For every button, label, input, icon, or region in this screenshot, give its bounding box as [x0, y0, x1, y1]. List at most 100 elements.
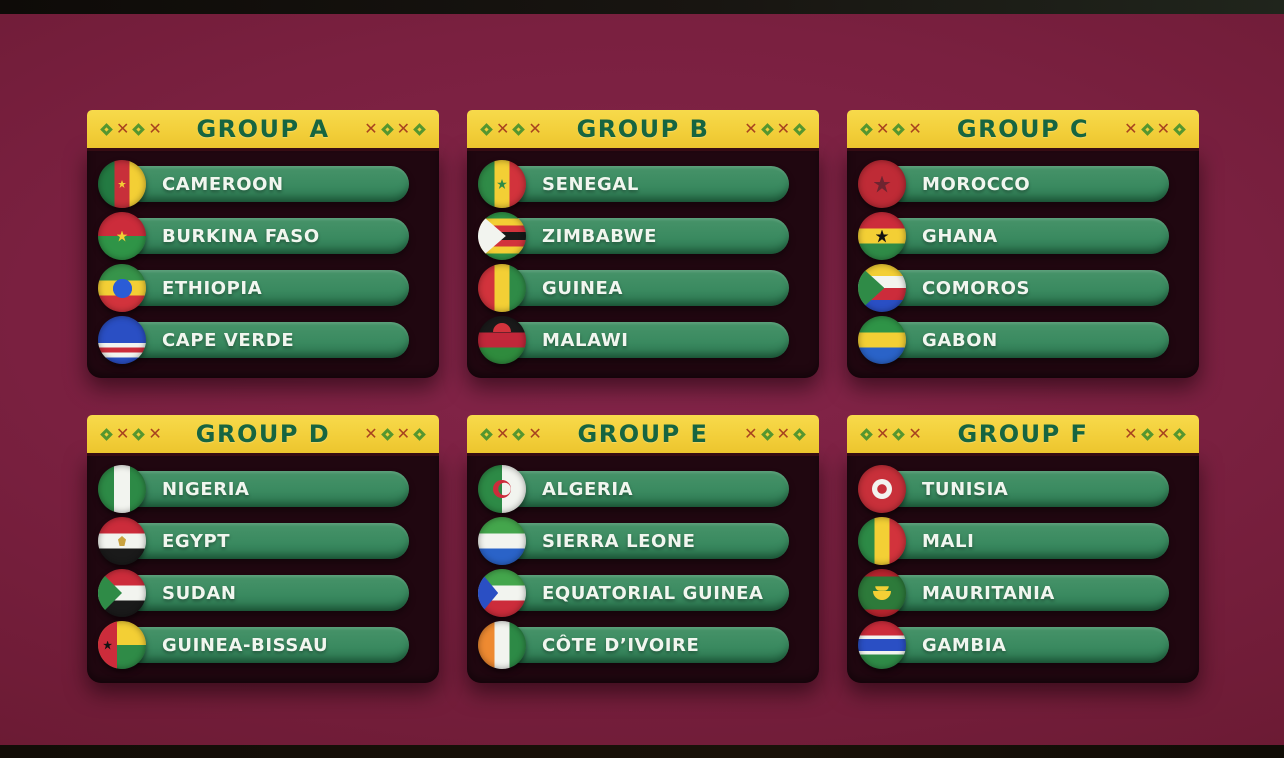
team-row: GAMBIA — [847, 621, 1199, 669]
team-flag-icon — [478, 160, 526, 208]
team-pill: ALGERIA — [489, 471, 789, 507]
team-flag-icon — [478, 517, 526, 565]
group-title: GROUP B — [576, 115, 710, 143]
team-row: ETHIOPIA — [87, 264, 439, 312]
team-pill: BURKINA FASO — [109, 218, 409, 254]
group-title: GROUP F — [957, 420, 1089, 448]
team-pill: GAMBIA — [869, 627, 1169, 663]
team-pill: ZIMBABWE — [489, 218, 789, 254]
team-pill: MOROCCO — [869, 166, 1169, 202]
team-row: GUINEA-BISSAU — [87, 621, 439, 669]
team-pill: GABON — [869, 322, 1169, 358]
top-letterbox-bar — [0, 0, 1284, 14]
team-flag-icon — [478, 465, 526, 513]
group-f-body: TUNISIA MALI MAURITANIA — [847, 453, 1199, 683]
team-flag-icon — [98, 212, 146, 260]
team-pill: MAURITANIA — [869, 575, 1169, 611]
team-flag-icon — [478, 569, 526, 617]
group-e-body: ALGERIA SIERRA LEONE EQUATORIAL GUINEA — [467, 453, 819, 683]
team-row: MALI — [847, 517, 1199, 565]
group-title: GROUP D — [195, 420, 331, 448]
team-row: CÔTE D’IVOIRE — [467, 621, 819, 669]
team-name: COMOROS — [922, 277, 1031, 299]
header-decor-left-icon: ◆✕◆✕ — [479, 121, 544, 137]
team-flag-icon — [858, 264, 906, 312]
team-row: MALAWI — [467, 316, 819, 364]
team-pill: COMOROS — [869, 270, 1169, 306]
team-row: CAMEROON — [87, 160, 439, 208]
team-row: MAURITANIA — [847, 569, 1199, 617]
team-name: EQUATORIAL GUINEA — [542, 582, 764, 604]
group-d-header: ◆✕◆✕ GROUP D ✕◆✕◆ — [87, 415, 439, 453]
team-name: ZIMBABWE — [542, 225, 657, 247]
team-name: CAPE VERDE — [162, 329, 295, 351]
team-row: SIERRA LEONE — [467, 517, 819, 565]
group-card-f: ◆✕◆✕ GROUP F ✕◆✕◆ TUNISIA MALI — [847, 415, 1199, 683]
group-c-header: ◆✕◆✕ GROUP C ✕◆✕◆ — [847, 110, 1199, 148]
team-flag-icon — [858, 316, 906, 364]
group-d-body: NIGERIA EGYPT SUDAN — [87, 453, 439, 683]
team-row: BURKINA FASO — [87, 212, 439, 260]
team-name: MALAWI — [542, 329, 629, 351]
team-pill: MALI — [869, 523, 1169, 559]
group-b-body: SENEGAL ZIMBABWE GUINEA — [467, 148, 819, 378]
team-name: TUNISIA — [922, 478, 1009, 500]
team-flag-icon — [858, 569, 906, 617]
header-decor-right-icon: ✕◆✕◆ — [742, 426, 807, 442]
team-name: MAURITANIA — [922, 582, 1055, 604]
team-name: GUINEA-BISSAU — [162, 634, 329, 656]
team-pill: CÔTE D’IVOIRE — [489, 627, 789, 663]
group-title: GROUP C — [956, 115, 1090, 143]
team-flag-icon — [858, 160, 906, 208]
team-flag-icon — [98, 465, 146, 513]
team-name: CÔTE D’IVOIRE — [542, 634, 700, 656]
group-card-d: ◆✕◆✕ GROUP D ✕◆✕◆ NIGERIA EGYPT — [87, 415, 439, 683]
team-row: CAPE VERDE — [87, 316, 439, 364]
team-flag-icon — [478, 212, 526, 260]
groups-grid: ◆✕◆✕ GROUP A ✕◆✕◆ CAMEROON BURKINA FASO — [87, 110, 1199, 683]
team-pill: SIERRA LEONE — [489, 523, 789, 559]
team-name: SENEGAL — [542, 173, 639, 195]
team-name: GABON — [922, 329, 998, 351]
header-decor-left-icon: ◆✕◆✕ — [859, 121, 924, 137]
group-title: GROUP A — [196, 115, 330, 143]
team-name: MOROCCO — [922, 173, 1031, 195]
header-decor-left-icon: ◆✕◆✕ — [479, 426, 544, 442]
team-row: GHANA — [847, 212, 1199, 260]
team-pill: SUDAN — [109, 575, 409, 611]
team-row: COMOROS — [847, 264, 1199, 312]
team-pill: GUINEA — [489, 270, 789, 306]
team-flag-icon — [858, 212, 906, 260]
team-pill: CAMEROON — [109, 166, 409, 202]
group-card-e: ◆✕◆✕ GROUP E ✕◆✕◆ ALGERIA SIERRA LEONE — [467, 415, 819, 683]
header-decor-right-icon: ✕◆✕◆ — [1122, 121, 1187, 137]
team-flag-icon — [98, 517, 146, 565]
team-flag-icon — [98, 264, 146, 312]
team-name: CAMEROON — [162, 173, 284, 195]
group-card-b: ◆✕◆✕ GROUP B ✕◆✕◆ SENEGAL ZIMBABWE — [467, 110, 819, 378]
team-row: TUNISIA — [847, 465, 1199, 513]
team-pill: ETHIOPIA — [109, 270, 409, 306]
team-pill: SENEGAL — [489, 166, 789, 202]
team-name: SUDAN — [162, 582, 237, 604]
team-name: BURKINA FASO — [162, 225, 320, 247]
header-decor-right-icon: ✕◆✕◆ — [362, 426, 427, 442]
team-name: EGYPT — [162, 530, 231, 552]
group-card-a: ◆✕◆✕ GROUP A ✕◆✕◆ CAMEROON BURKINA FASO — [87, 110, 439, 378]
team-name: ETHIOPIA — [162, 277, 263, 299]
team-row: EQUATORIAL GUINEA — [467, 569, 819, 617]
team-flag-icon — [478, 264, 526, 312]
team-pill: GHANA — [869, 218, 1169, 254]
team-flag-icon — [858, 621, 906, 669]
group-card-c: ◆✕◆✕ GROUP C ✕◆✕◆ MOROCCO GHANA — [847, 110, 1199, 378]
team-pill: NIGERIA — [109, 471, 409, 507]
team-flag-icon — [858, 465, 906, 513]
team-name: ALGERIA — [542, 478, 634, 500]
header-decor-left-icon: ◆✕◆✕ — [99, 121, 164, 137]
team-row: GABON — [847, 316, 1199, 364]
team-row: GUINEA — [467, 264, 819, 312]
header-decor-right-icon: ✕◆✕◆ — [742, 121, 807, 137]
header-decor-left-icon: ◆✕◆✕ — [859, 426, 924, 442]
header-decor-left-icon: ◆✕◆✕ — [99, 426, 164, 442]
